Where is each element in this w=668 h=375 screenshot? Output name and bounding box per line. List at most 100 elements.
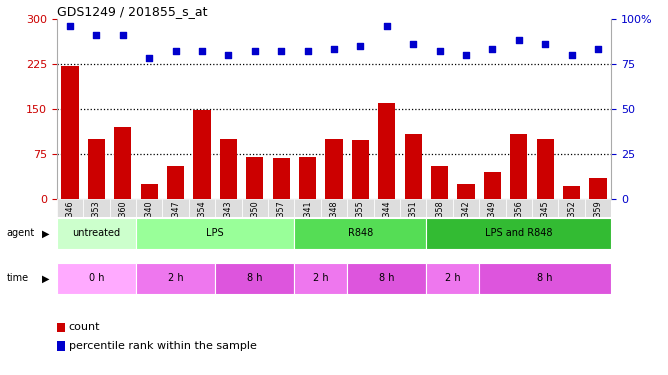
FancyBboxPatch shape (373, 199, 400, 217)
Text: LPS: LPS (206, 228, 224, 238)
FancyBboxPatch shape (426, 199, 453, 217)
Text: GSM52340: GSM52340 (145, 200, 154, 244)
Text: GSM52358: GSM52358 (435, 200, 444, 244)
Point (408, 41, 419, 47)
Bar (325, 139, 343, 199)
FancyBboxPatch shape (84, 199, 110, 217)
Text: GSM52346: GSM52346 (65, 200, 74, 244)
Text: 8 h: 8 h (538, 273, 553, 284)
Text: GSM52359: GSM52359 (594, 200, 603, 244)
Text: GSM52357: GSM52357 (277, 200, 286, 244)
Text: GSM52360: GSM52360 (118, 200, 128, 244)
Text: GSM52342: GSM52342 (462, 200, 470, 244)
Text: GSM52352: GSM52352 (567, 200, 576, 244)
Bar (536, 139, 554, 199)
Text: GSM52354: GSM52354 (198, 200, 206, 244)
Bar (246, 157, 263, 199)
Bar (484, 172, 501, 199)
Bar (458, 184, 474, 199)
FancyBboxPatch shape (532, 199, 558, 217)
Bar (88, 139, 105, 199)
FancyBboxPatch shape (57, 217, 136, 249)
FancyBboxPatch shape (506, 199, 532, 217)
Bar (140, 184, 158, 199)
Text: 0 h: 0 h (89, 273, 104, 284)
Bar (273, 158, 290, 199)
Text: GSM52356: GSM52356 (514, 200, 523, 244)
FancyBboxPatch shape (136, 217, 295, 249)
Point (461, 52, 472, 58)
FancyBboxPatch shape (110, 199, 136, 217)
FancyBboxPatch shape (584, 199, 611, 217)
Text: 8 h: 8 h (379, 273, 395, 284)
FancyBboxPatch shape (215, 199, 242, 217)
Point (144, 56, 154, 62)
Bar (431, 166, 448, 199)
Text: GDS1249 / 201855_s_at: GDS1249 / 201855_s_at (57, 4, 207, 18)
Point (65, 23, 75, 29)
Text: GSM52351: GSM52351 (409, 200, 418, 244)
Point (487, 46, 498, 53)
Text: GSM52355: GSM52355 (356, 200, 365, 244)
Text: ▶: ▶ (42, 228, 49, 238)
Bar (114, 127, 132, 199)
Text: count: count (69, 322, 100, 332)
FancyBboxPatch shape (215, 262, 295, 294)
Text: GSM52343: GSM52343 (224, 200, 233, 244)
Bar (563, 186, 580, 199)
FancyBboxPatch shape (400, 199, 426, 217)
Point (302, 48, 313, 54)
Text: GSM52350: GSM52350 (250, 200, 259, 244)
FancyBboxPatch shape (136, 262, 215, 294)
Point (91, 32, 102, 38)
FancyBboxPatch shape (321, 199, 347, 217)
FancyBboxPatch shape (136, 199, 162, 217)
Bar (589, 178, 607, 199)
FancyBboxPatch shape (479, 199, 506, 217)
Text: 2 h: 2 h (168, 273, 184, 284)
Point (566, 52, 577, 58)
FancyBboxPatch shape (57, 199, 84, 217)
Bar (167, 166, 184, 199)
Bar (61, 66, 79, 199)
FancyBboxPatch shape (57, 262, 136, 294)
Text: time: time (7, 273, 29, 284)
Point (593, 46, 603, 53)
Text: GSM52347: GSM52347 (171, 200, 180, 244)
Point (540, 41, 550, 47)
FancyBboxPatch shape (479, 262, 611, 294)
FancyBboxPatch shape (268, 199, 295, 217)
Bar (194, 110, 210, 199)
Point (276, 48, 287, 54)
Text: R848: R848 (348, 228, 373, 238)
Text: LPS and R848: LPS and R848 (485, 228, 552, 238)
Point (329, 46, 339, 53)
FancyBboxPatch shape (426, 217, 611, 249)
Point (118, 32, 128, 38)
FancyBboxPatch shape (295, 262, 347, 294)
FancyBboxPatch shape (242, 199, 268, 217)
FancyBboxPatch shape (426, 262, 479, 294)
Bar (378, 103, 395, 199)
Point (514, 38, 524, 44)
Point (355, 43, 366, 49)
Text: agent: agent (7, 228, 35, 238)
Text: GSM52345: GSM52345 (540, 200, 550, 244)
FancyBboxPatch shape (453, 199, 479, 217)
Text: 2 h: 2 h (445, 273, 461, 284)
FancyBboxPatch shape (189, 199, 215, 217)
Bar (220, 139, 237, 199)
Point (381, 23, 392, 29)
Text: GSM52349: GSM52349 (488, 200, 497, 244)
Text: 2 h: 2 h (313, 273, 329, 284)
Text: GSM52353: GSM52353 (92, 200, 101, 244)
Text: 8 h: 8 h (247, 273, 263, 284)
Text: GSM52348: GSM52348 (329, 200, 339, 244)
FancyBboxPatch shape (347, 262, 426, 294)
Bar (405, 134, 422, 199)
Text: untreated: untreated (72, 228, 120, 238)
Bar (299, 157, 316, 199)
Point (249, 48, 260, 54)
Point (434, 48, 445, 54)
Text: GSM52341: GSM52341 (303, 200, 312, 244)
